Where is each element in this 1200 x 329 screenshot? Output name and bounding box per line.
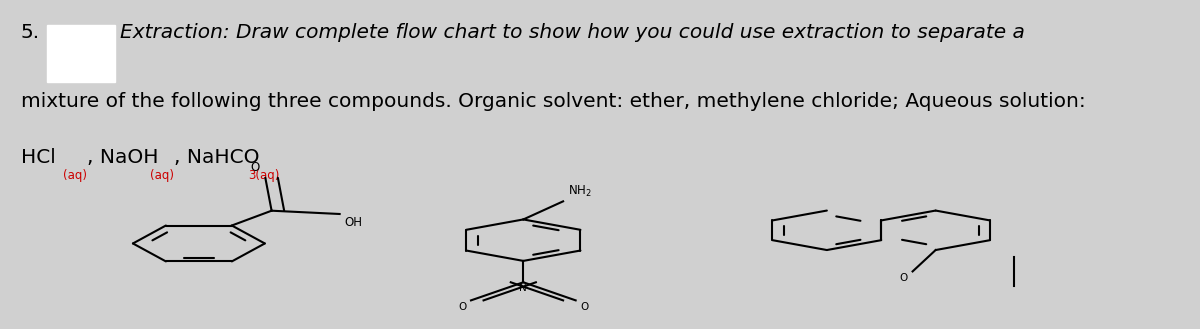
Text: O: O — [580, 302, 588, 312]
Text: (aq): (aq) — [150, 169, 174, 182]
Text: OH: OH — [344, 216, 362, 229]
Text: 5.: 5. — [20, 23, 40, 42]
Text: (aq): (aq) — [64, 169, 88, 182]
Text: , NaOH: , NaOH — [86, 148, 158, 167]
Text: NH$_2$: NH$_2$ — [569, 184, 592, 199]
Text: N: N — [520, 283, 527, 293]
Text: 3(aq): 3(aq) — [248, 169, 280, 182]
Text: O: O — [251, 161, 259, 173]
Text: O: O — [458, 302, 467, 312]
Text: Extraction: Draw complete flow chart to show how you could use extraction to sep: Extraction: Draw complete flow chart to … — [120, 23, 1025, 42]
Text: O: O — [899, 273, 907, 283]
Text: mixture of the following three compounds. Organic solvent: ether, methylene chlo: mixture of the following three compounds… — [20, 92, 1086, 111]
Text: HCl: HCl — [20, 148, 62, 167]
FancyBboxPatch shape — [47, 25, 115, 82]
Text: , NaHCO: , NaHCO — [174, 148, 259, 167]
